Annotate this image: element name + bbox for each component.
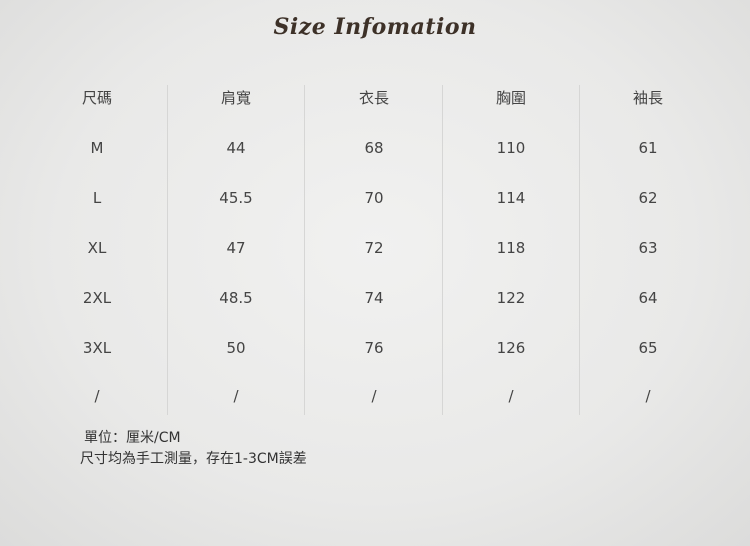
cell-shoulder: 50 <box>226 339 246 357</box>
page-title: Size Infomation <box>273 14 477 40</box>
cell-length: 68 <box>364 139 384 157</box>
cell-chest: 122 <box>496 289 526 307</box>
cell-shoulder: 47 <box>226 239 246 257</box>
column-divider <box>579 85 580 415</box>
cell-shoulder: 48.5 <box>219 289 253 307</box>
cell-shoulder: 45.5 <box>219 189 253 207</box>
cell-chest: / <box>508 387 514 405</box>
cell-chest: 118 <box>496 239 526 257</box>
cell-size: XL <box>87 239 107 257</box>
cell-length: 76 <box>364 339 384 357</box>
cell-size: 2XL <box>82 289 112 307</box>
header-chest: 胸圍 <box>495 89 526 107</box>
cell-length: 72 <box>364 239 384 257</box>
cell-size: L <box>92 189 102 207</box>
measurement-note: 尺寸均為手工測量，存在1-3CM誤差 <box>80 451 307 467</box>
unit-note: 單位：厘米/CM <box>84 430 181 446</box>
cell-sleeve: / <box>645 387 651 405</box>
cell-sleeve: 65 <box>638 339 658 357</box>
cell-sleeve: 64 <box>638 289 658 307</box>
cell-chest: 126 <box>496 339 526 357</box>
column-divider <box>167 85 168 415</box>
cell-length: 74 <box>364 289 384 307</box>
cell-chest: 110 <box>496 139 526 157</box>
cell-size: M <box>90 139 104 157</box>
cell-size: 3XL <box>82 339 112 357</box>
column-divider <box>304 85 305 415</box>
cell-sleeve: 61 <box>638 139 658 157</box>
cell-sleeve: 63 <box>638 239 658 257</box>
cell-sleeve: 62 <box>638 189 658 207</box>
column-divider <box>442 85 443 415</box>
cell-length: 70 <box>364 189 384 207</box>
header-size: 尺碼 <box>81 89 112 107</box>
header-sleeve: 袖長 <box>632 89 663 107</box>
cell-shoulder: 44 <box>226 139 246 157</box>
cell-shoulder: / <box>233 387 239 405</box>
cell-size: / <box>94 387 100 405</box>
header-length: 衣長 <box>358 89 389 107</box>
header-shoulder: 肩寬 <box>220 89 251 107</box>
cell-length: / <box>371 387 377 405</box>
cell-chest: 114 <box>496 189 526 207</box>
